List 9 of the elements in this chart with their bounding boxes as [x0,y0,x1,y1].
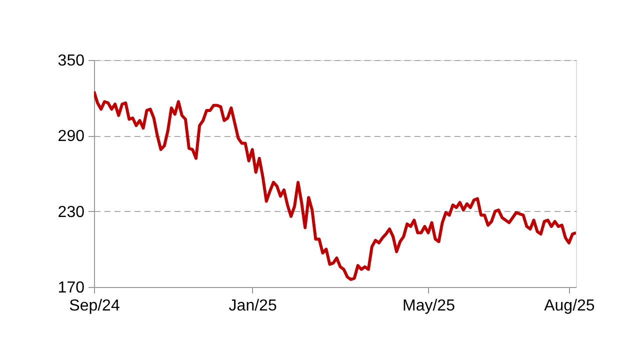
y-tick-label: 170 [58,280,85,296]
x-tick-label: Jan/25 [228,298,277,314]
x-tick-label: May/25 [402,298,456,314]
x-tick-label: Sep/24 [69,298,120,314]
x-tick-label: Aug/25 [544,298,595,314]
y-tick-label: 350 [58,52,85,70]
y-tick-label: 290 [58,128,85,146]
y-tick-label: 230 [58,204,85,221]
line-series [94,90,576,281]
